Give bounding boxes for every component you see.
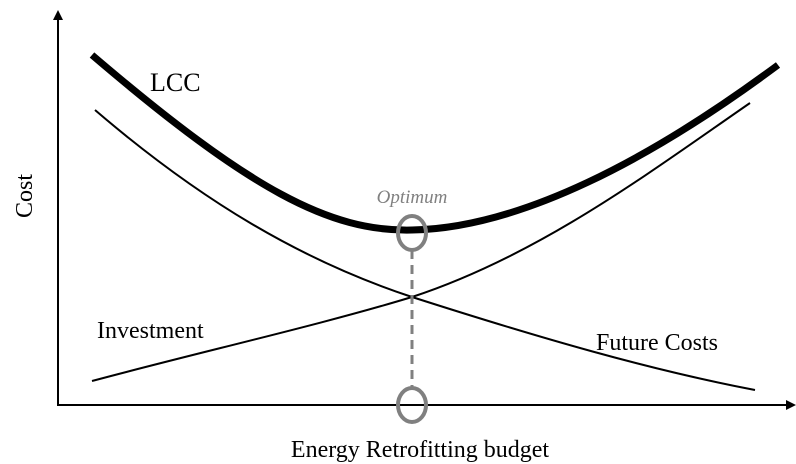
lcc-curve — [89, 52, 781, 234]
x-axis-label: Energy Retrofitting budget — [291, 437, 550, 463]
optimum-circle — [396, 214, 428, 252]
future-costs-label: Future Costs — [596, 330, 718, 356]
optimum-label: Optimum — [377, 187, 448, 208]
lcc-label: LCC — [150, 68, 201, 97]
investment-label: Investment — [97, 318, 204, 344]
y-axis-label: Cost — [12, 174, 38, 218]
budget-circle — [396, 386, 428, 424]
